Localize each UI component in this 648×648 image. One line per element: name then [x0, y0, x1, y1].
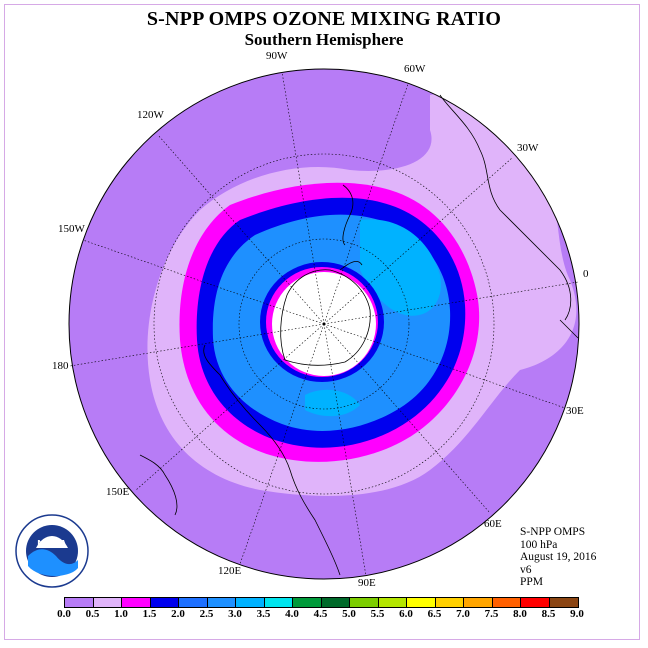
- legend-tick-label: 2.0: [171, 608, 185, 620]
- south-america-tip: [342, 184, 354, 246]
- legend-tick-label: 0.0: [57, 608, 71, 620]
- australia-coast: [203, 344, 341, 576]
- lon-label-150w: 150W: [58, 223, 85, 235]
- south-pole-marker: [322, 322, 326, 326]
- lon-label-90w: 90W: [266, 50, 288, 62]
- lon-label-180: 180: [52, 360, 69, 372]
- color-legend: [64, 597, 579, 608]
- africa-south: [559, 319, 579, 339]
- legend-tick-label: 3.0: [228, 608, 242, 620]
- info-date: August 19, 2016: [520, 551, 597, 564]
- legend-swatch: [435, 598, 464, 607]
- lon-label-60e: 60E: [484, 518, 502, 530]
- antarctica-coast: [280, 269, 371, 366]
- legend-swatch: [293, 598, 322, 607]
- legend-tick-label: 6.5: [427, 608, 442, 620]
- legend-tick-label: 9.0: [570, 608, 584, 620]
- band-3-0-patch-b: [305, 389, 360, 417]
- legend-swatch: [207, 598, 236, 607]
- legend-swatch: [549, 598, 578, 607]
- map-border: [68, 68, 580, 580]
- legend-tick-label: 4.5: [313, 608, 328, 620]
- legend-swatch: [236, 598, 265, 607]
- antarctic-peninsula: [339, 260, 363, 271]
- legend-swatch: [93, 598, 122, 607]
- info-block: S-NPP OMPS 100 hPa August 19, 2016 v6 PP…: [520, 526, 596, 589]
- legend-tick-label: 2.5: [199, 608, 214, 620]
- lon-label-120w: 120W: [137, 109, 164, 121]
- legend-tick-label: 8.5: [541, 608, 556, 620]
- legend-swatch: [264, 598, 293, 607]
- info-units: PPM: [520, 576, 544, 589]
- legend-tick-label: 4.0: [285, 608, 299, 620]
- page-frame: [4, 4, 640, 640]
- legend-tick-label: 6.0: [399, 608, 413, 620]
- legend-tick-label: 1.0: [114, 608, 128, 620]
- legend-ticks: 0.0 0.5 1.0 1.5 2.0 2.5 3.0 3.5 4.0 4.5 5.0 5.5 6.0 6…: [52, 608, 612, 622]
- legend-tick-label: 3.5: [256, 608, 271, 620]
- legend-tick-label: 5.5: [370, 608, 385, 620]
- africa-coast: [439, 94, 572, 321]
- legend-swatch: [350, 598, 379, 607]
- chart-subtitle: Southern Hemisphere: [244, 30, 404, 49]
- legend-swatch: [65, 598, 94, 607]
- lon-label-90e: 90E: [358, 577, 376, 589]
- legend-swatch: [407, 598, 436, 607]
- lon-label-60w: 60W: [404, 63, 426, 75]
- legend-tick-label: 0.5: [85, 608, 100, 620]
- lon-label-30e: 30E: [566, 405, 584, 417]
- legend-swatch: [321, 598, 350, 607]
- legend-tick-label: 8.0: [513, 608, 527, 620]
- coastlines: [139, 94, 579, 576]
- legend-tick-label: 5.0: [342, 608, 356, 620]
- legend-swatch: [521, 598, 550, 607]
- legend-swatch: [378, 598, 407, 607]
- chart-title: S-NPP OMPS OZONE MIXING RATIO: [146, 8, 502, 30]
- legend-tick-label: 7.5: [484, 608, 499, 620]
- legend-swatch: [179, 598, 208, 607]
- legend-swatch: [150, 598, 179, 607]
- new-zealand: [139, 454, 178, 516]
- legend-tick-label: 7.0: [456, 608, 470, 620]
- legend-swatch: [464, 598, 493, 607]
- band-3-0-patch-a: [360, 219, 441, 316]
- lon-label-0: 0: [583, 268, 589, 280]
- lon-label-30w: 30W: [517, 142, 539, 154]
- info-version: v6: [520, 563, 532, 576]
- legend-tick-label: 1.5: [142, 608, 157, 620]
- info-pressure: 100 hPa: [520, 538, 558, 551]
- lon-label-120e: 120E: [218, 565, 242, 577]
- lon-label-150e: 150E: [106, 486, 130, 498]
- graticule: [69, 71, 579, 577]
- legend-swatch: [122, 598, 151, 607]
- info-instrument: S-NPP OMPS: [520, 526, 586, 538]
- legend-swatch: [492, 598, 521, 607]
